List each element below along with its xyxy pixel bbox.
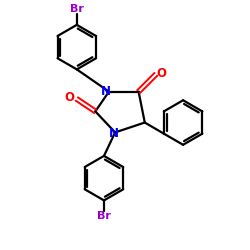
Text: O: O xyxy=(65,91,75,104)
Text: Br: Br xyxy=(70,4,84,14)
Text: Br: Br xyxy=(97,211,111,221)
Text: O: O xyxy=(156,66,166,80)
Text: N: N xyxy=(109,127,119,140)
Text: N: N xyxy=(101,85,111,98)
